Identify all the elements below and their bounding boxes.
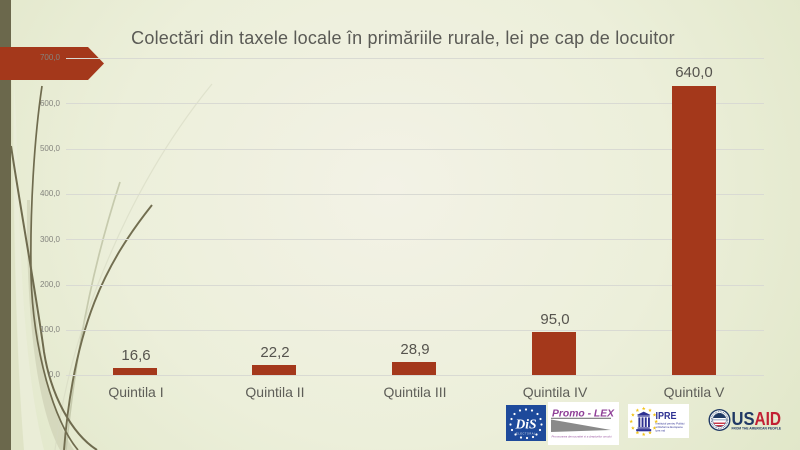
svg-text:si Reforme Europene: si Reforme Europene	[656, 425, 684, 429]
svg-text:AID: AID	[755, 408, 782, 429]
svg-text:Promovarea democratiei si a dr: Promovarea democratiei si a drepturilor …	[552, 435, 612, 439]
svg-text:Institutul pentru Politici: Institutul pentru Politici	[656, 422, 685, 426]
svg-text:FROM THE AMERICAN PEOPLE: FROM THE AMERICAN PEOPLE	[732, 427, 782, 431]
svg-text:Promo - LEX: Promo - LEX	[552, 408, 615, 420]
svg-text:ELECTORAL: ELECTORAL	[516, 432, 536, 436]
svg-text:DiS: DiS	[514, 417, 536, 432]
svg-text:US: US	[732, 408, 755, 429]
svg-text:IPRE: IPRE	[656, 410, 677, 422]
svg-text:ipre.md: ipre.md	[656, 429, 666, 433]
